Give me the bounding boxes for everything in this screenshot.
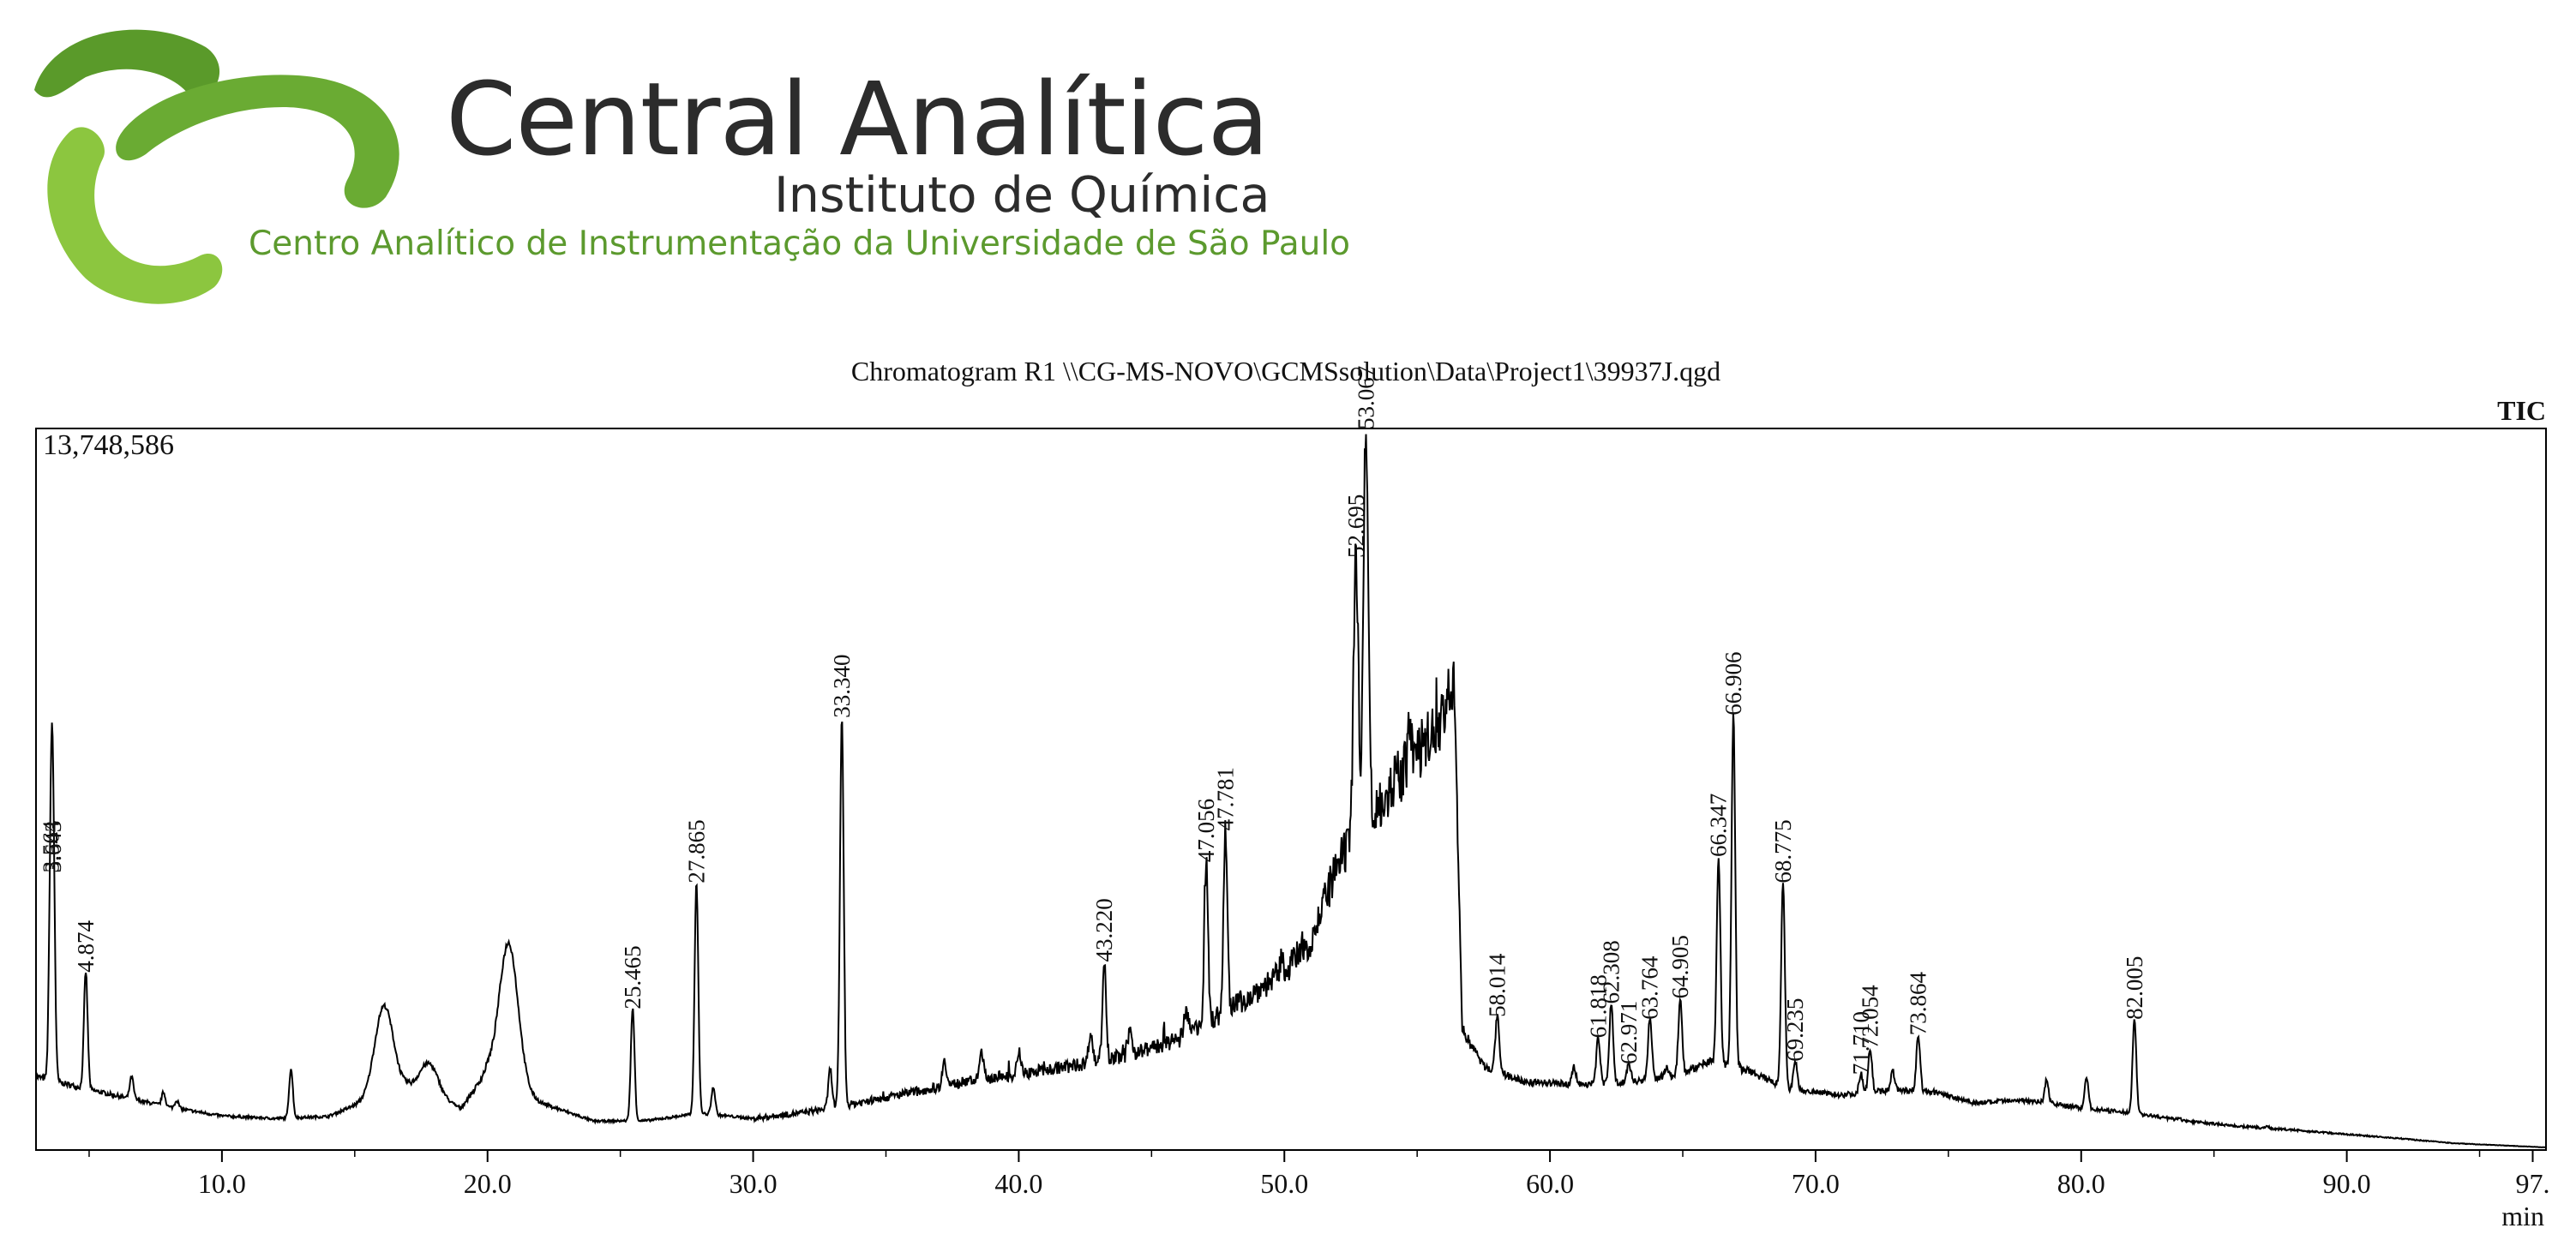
peak-label: 69.235: [1782, 998, 1808, 1062]
x-axis-label: min: [2501, 1201, 2544, 1231]
x-tick-label: 90.0: [2323, 1168, 2371, 1199]
peak-label: 66.347: [1706, 794, 1732, 857]
x-tick-label: 80.0: [2057, 1168, 2105, 1199]
tic-trace: [35, 434, 2546, 1148]
header: Central Analítica Instituto de Química C…: [0, 0, 1457, 334]
org-name: Central Analítica: [446, 60, 1270, 178]
peak-label: 47.781: [1213, 767, 1239, 830]
peak-label: 82.005: [2122, 956, 2147, 1020]
x-tick-label: 20.0: [464, 1168, 512, 1199]
x-tick-label: 10.0: [198, 1168, 246, 1199]
trace-label: TIC: [2497, 395, 2546, 426]
x-tick-label: 70.0: [1792, 1168, 1840, 1199]
chromatogram-chart: Chromatogram R1 \\CG-MS-NOVO\GCMSsolutio…: [35, 356, 2550, 1231]
peak-label: 71.710: [1848, 1011, 1874, 1075]
peak-label: 61.818: [1585, 974, 1611, 1038]
peak-label: 47.056: [1193, 799, 1219, 862]
x-tick-label: 30.0: [730, 1168, 778, 1199]
org-description: Centro Analítico de Instrumentação da Un…: [249, 225, 1351, 263]
logo-swirl-middle: [116, 75, 399, 208]
y-max-label: 13,748,586: [43, 429, 174, 461]
peak-label: 25.465: [620, 945, 646, 1009]
plot-frame: [35, 428, 2547, 1151]
logo-swirl-top: [34, 29, 220, 98]
peak-label: 64.905: [1667, 935, 1693, 998]
chart-title: Chromatogram R1 \\CG-MS-NOVO\GCMSsolutio…: [851, 356, 1720, 386]
peak-label: 63.764: [1637, 955, 1663, 1020]
central-analitica-logo: [34, 29, 399, 304]
peak-label: 58.014: [1485, 953, 1510, 1017]
peak-label: 33.340: [829, 654, 855, 717]
x-tick-label: 97.: [2516, 1168, 2550, 1199]
peak-label: 43.220: [1091, 898, 1117, 961]
logo-swirl-bottom: [47, 127, 223, 304]
peak-label: 53.067: [1353, 366, 1378, 429]
peak-label: 62.971: [1616, 1001, 1642, 1064]
x-tick-label: 60.0: [1526, 1168, 1574, 1199]
x-tick-label: 40.0: [994, 1168, 1042, 1199]
peak-label: 62.308: [1599, 940, 1624, 1003]
peak-label: 3.564: [38, 820, 63, 872]
peak-label: 4.874: [73, 920, 99, 973]
peak-label: 66.906: [1720, 651, 1746, 715]
peak-label: 3.643: [40, 821, 66, 873]
org-subtitle: Instituto de Química: [774, 167, 1270, 224]
peak-label: 73.864: [1906, 972, 1931, 1036]
x-axis-ticks: 10.0 20.0 30.0 40.0 50.0 60.0 70.0 80.0 90.0 97.: [88, 1150, 2550, 1199]
peak-label: 68.775: [1770, 819, 1796, 883]
x-tick-label: 50.0: [1260, 1168, 1308, 1199]
peak-label: 52.695: [1343, 494, 1369, 558]
peak-label: 72.054: [1858, 985, 1883, 1049]
peak-label: 27.865: [683, 819, 709, 883]
